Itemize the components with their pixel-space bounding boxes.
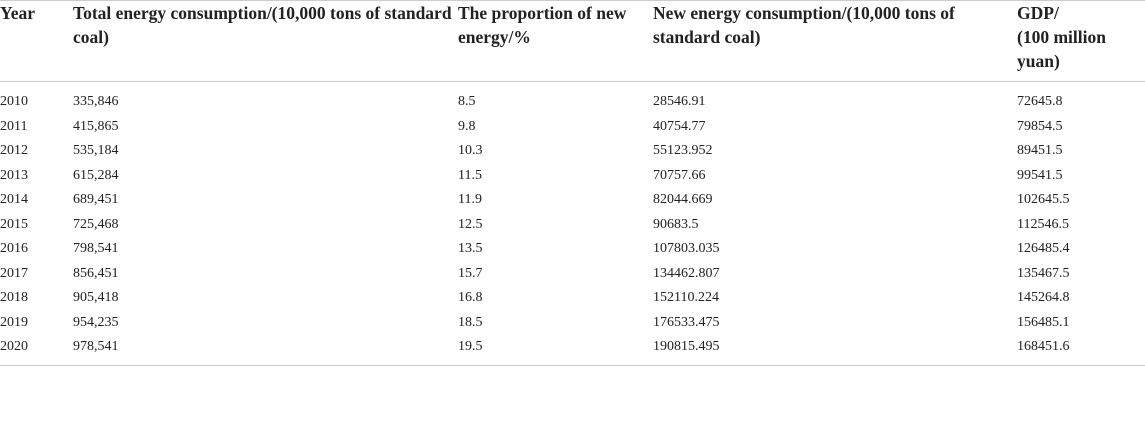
table-cell: 798,541 [73, 241, 119, 256]
table-cell: 415,865 [73, 118, 119, 134]
table-cell: 615,284 [73, 167, 119, 183]
table-cell: 40754.77 [653, 118, 706, 134]
table-cell: 978,541 [73, 339, 119, 354]
table-cell: 190815.495 [653, 339, 720, 354]
column-header: Total energy consumption/(10,000 tons of… [73, 3, 452, 47]
table-cell: 72645.8 [1017, 94, 1063, 109]
table-cell: 156485.1 [1017, 314, 1070, 330]
table-cell: 725,468 [73, 216, 119, 232]
column-header: GDP/ (100 million yuan) [1017, 3, 1106, 71]
table-body: 2010 335,846 8.5 28546.91 72645.8 2011 415,865… [0, 82, 1145, 365]
table-cell: 2018 [0, 290, 28, 305]
table-cell: 11.5 [458, 167, 482, 183]
table-cell: 102645.5 [1017, 192, 1070, 207]
column-header: New energy consumption/(10,000 tons of s… [653, 3, 955, 47]
table-cell: 905,418 [73, 290, 119, 305]
table-cell: 2017 [0, 265, 28, 281]
table-cell: 16.8 [458, 290, 483, 305]
table-row: 2017 856,451 15.7 134462.807 135467.5 [0, 262, 1145, 287]
table-cell: 2013 [0, 167, 28, 183]
column-header: Year [0, 3, 35, 23]
table-cell: 2011 [0, 118, 28, 134]
table-cell: 90683.5 [653, 216, 699, 232]
table-cell: 70757.66 [653, 167, 706, 183]
table-cell: 335,846 [73, 94, 119, 109]
table-row: 2014 689,451 11.9 82044.669 102645.5 [0, 188, 1145, 213]
table-row: 2019 954,235 18.5 176533.475 156485.1 [0, 311, 1145, 336]
table-row: 2010 335,846 8.5 28546.91 72645.8 [0, 82, 1145, 115]
table-cell: 13.5 [458, 241, 483, 256]
table-cell: 9.8 [458, 118, 476, 134]
table-cell: 112546.5 [1017, 216, 1069, 232]
table-cell: 82044.669 [653, 192, 713, 207]
table-cell: 176533.475 [653, 314, 720, 330]
table-cell: 2010 [0, 94, 28, 109]
table-cell: 15.7 [458, 265, 483, 281]
table-cell: 10.3 [458, 143, 483, 158]
column-header: The proportion of new energy/% [458, 3, 627, 47]
table-cell: 2020 [0, 339, 28, 354]
data-table: Year Total energy consumption/(10,000 ton… [0, 0, 1145, 365]
table-row: 2020 978,541 19.5 190815.495 168451.6 [0, 335, 1145, 365]
table-cell: 2019 [0, 314, 28, 330]
table-cell: 12.5 [458, 216, 483, 232]
table-cell: 99541.5 [1017, 167, 1063, 183]
table-cell: 11.9 [458, 192, 482, 207]
table-row: 2018 905,418 16.8 152110.224 145264.8 [0, 286, 1145, 311]
table-header: Year Total energy consumption/(10,000 ton… [0, 0, 1145, 82]
table-cell: 55123.952 [653, 143, 713, 158]
table-row: 2011 415,865 9.8 40754.77 79854.5 [0, 115, 1145, 140]
table-cell: 152110.224 [653, 290, 719, 305]
table-cell: 168451.6 [1017, 339, 1070, 354]
table-cell: 135467.5 [1017, 265, 1070, 281]
table-row: 2015 725,468 12.5 90683.5 112546.5 [0, 213, 1145, 238]
table-cell: 79854.5 [1017, 118, 1063, 134]
table-cell: 28546.91 [653, 94, 706, 109]
table-cell: 2015 [0, 216, 28, 232]
table-cell: 2012 [0, 143, 28, 158]
table-cell: 535,184 [73, 143, 119, 158]
header-row: Year Total energy consumption/(10,000 ton… [0, 0, 1145, 82]
table-row: 2012 535,184 10.3 55123.952 89451.5 [0, 139, 1145, 164]
table-row: 2013 615,284 11.5 70757.66 99541.5 [0, 164, 1145, 189]
table-cell: 145264.8 [1017, 290, 1070, 305]
table-cell: 134462.807 [653, 265, 720, 281]
table-cell: 856,451 [73, 265, 119, 281]
table-cell: 8.5 [458, 94, 476, 109]
table-cell: 126485.4 [1017, 241, 1070, 256]
table-cell: 954,235 [73, 314, 119, 330]
table-cell: 107803.035 [653, 241, 720, 256]
table-cell: 2014 [0, 192, 28, 207]
table-cell: 2016 [0, 241, 28, 256]
table-cell: 89451.5 [1017, 143, 1063, 158]
table-cell: 19.5 [458, 339, 483, 354]
table-row: 2016 798,541 13.5 107803.035 126485.4 [0, 237, 1145, 262]
table-cell: 689,451 [73, 192, 119, 207]
table-cell: 18.5 [458, 314, 483, 330]
